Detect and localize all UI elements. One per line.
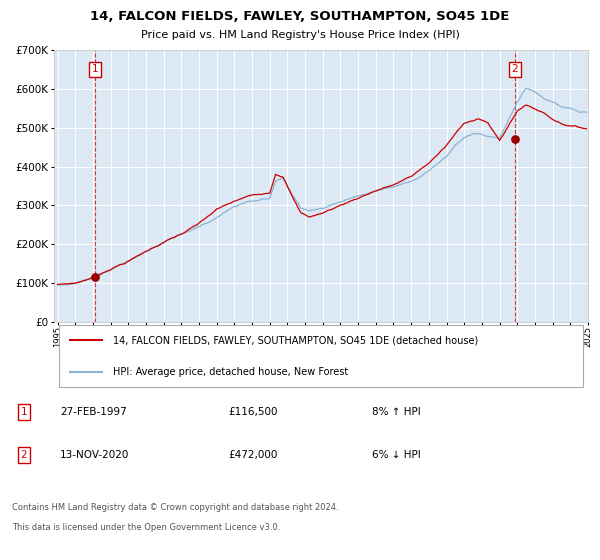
Text: 1: 1	[92, 64, 98, 74]
Text: 2: 2	[512, 64, 518, 74]
Text: This data is licensed under the Open Government Licence v3.0.: This data is licensed under the Open Gov…	[12, 522, 280, 531]
FancyBboxPatch shape	[59, 325, 583, 388]
Text: 14, FALCON FIELDS, FAWLEY, SOUTHAMPTON, SO45 1DE (detached house): 14, FALCON FIELDS, FAWLEY, SOUTHAMPTON, …	[113, 335, 478, 346]
Text: 2: 2	[20, 450, 28, 460]
Text: 27-FEB-1997: 27-FEB-1997	[60, 407, 127, 417]
Text: 8% ↑ HPI: 8% ↑ HPI	[372, 407, 421, 417]
Text: £116,500: £116,500	[228, 407, 277, 417]
Point	[90, 272, 100, 281]
Text: Price paid vs. HM Land Registry's House Price Index (HPI): Price paid vs. HM Land Registry's House …	[140, 30, 460, 40]
Text: 1: 1	[20, 407, 28, 417]
Text: HPI: Average price, detached house, New Forest: HPI: Average price, detached house, New …	[113, 367, 348, 377]
Text: £472,000: £472,000	[228, 450, 277, 460]
Text: 13-NOV-2020: 13-NOV-2020	[60, 450, 130, 460]
Point	[510, 134, 520, 143]
Text: 14, FALCON FIELDS, FAWLEY, SOUTHAMPTON, SO45 1DE: 14, FALCON FIELDS, FAWLEY, SOUTHAMPTON, …	[91, 10, 509, 23]
Text: Contains HM Land Registry data © Crown copyright and database right 2024.: Contains HM Land Registry data © Crown c…	[12, 502, 338, 511]
Text: 6% ↓ HPI: 6% ↓ HPI	[372, 450, 421, 460]
